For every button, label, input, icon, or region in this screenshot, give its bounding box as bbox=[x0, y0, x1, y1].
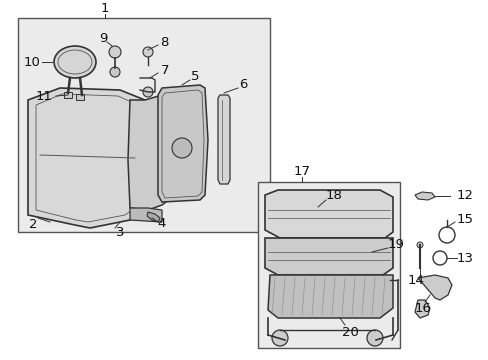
Text: 3: 3 bbox=[116, 226, 124, 239]
Text: 15: 15 bbox=[456, 213, 472, 226]
Text: 8: 8 bbox=[160, 36, 168, 49]
Polygon shape bbox=[130, 208, 162, 222]
Circle shape bbox=[142, 87, 153, 97]
Polygon shape bbox=[414, 300, 429, 318]
Text: 4: 4 bbox=[158, 217, 166, 230]
Text: 12: 12 bbox=[456, 189, 472, 202]
Polygon shape bbox=[128, 95, 178, 210]
Bar bbox=[18, 18, 269, 232]
Polygon shape bbox=[28, 88, 148, 228]
Circle shape bbox=[416, 242, 422, 248]
Text: 18: 18 bbox=[325, 189, 342, 202]
Text: 16: 16 bbox=[414, 301, 430, 315]
Circle shape bbox=[366, 330, 382, 346]
Circle shape bbox=[109, 46, 121, 58]
Text: 10: 10 bbox=[23, 55, 41, 68]
Text: 19: 19 bbox=[387, 238, 404, 251]
Text: 1: 1 bbox=[101, 1, 109, 14]
Polygon shape bbox=[158, 85, 207, 202]
Text: 6: 6 bbox=[238, 77, 246, 90]
Bar bbox=[258, 182, 399, 348]
Polygon shape bbox=[218, 95, 229, 184]
Bar bbox=[76, 94, 84, 100]
Bar bbox=[64, 92, 72, 98]
Circle shape bbox=[110, 67, 120, 77]
Circle shape bbox=[142, 47, 153, 57]
Polygon shape bbox=[417, 275, 451, 300]
Text: 13: 13 bbox=[456, 252, 472, 265]
Text: 9: 9 bbox=[99, 31, 107, 45]
Circle shape bbox=[271, 330, 287, 346]
Polygon shape bbox=[147, 212, 160, 222]
Text: 5: 5 bbox=[190, 69, 199, 82]
Text: 14: 14 bbox=[407, 274, 424, 287]
Circle shape bbox=[172, 138, 192, 158]
Text: 17: 17 bbox=[293, 166, 310, 179]
Polygon shape bbox=[267, 275, 392, 318]
Text: 11: 11 bbox=[36, 90, 52, 104]
Text: 7: 7 bbox=[161, 63, 169, 77]
Text: 20: 20 bbox=[341, 325, 358, 338]
Polygon shape bbox=[264, 238, 392, 275]
Polygon shape bbox=[414, 192, 434, 200]
Ellipse shape bbox=[54, 46, 96, 78]
Polygon shape bbox=[264, 190, 392, 238]
Text: 2: 2 bbox=[29, 219, 37, 231]
